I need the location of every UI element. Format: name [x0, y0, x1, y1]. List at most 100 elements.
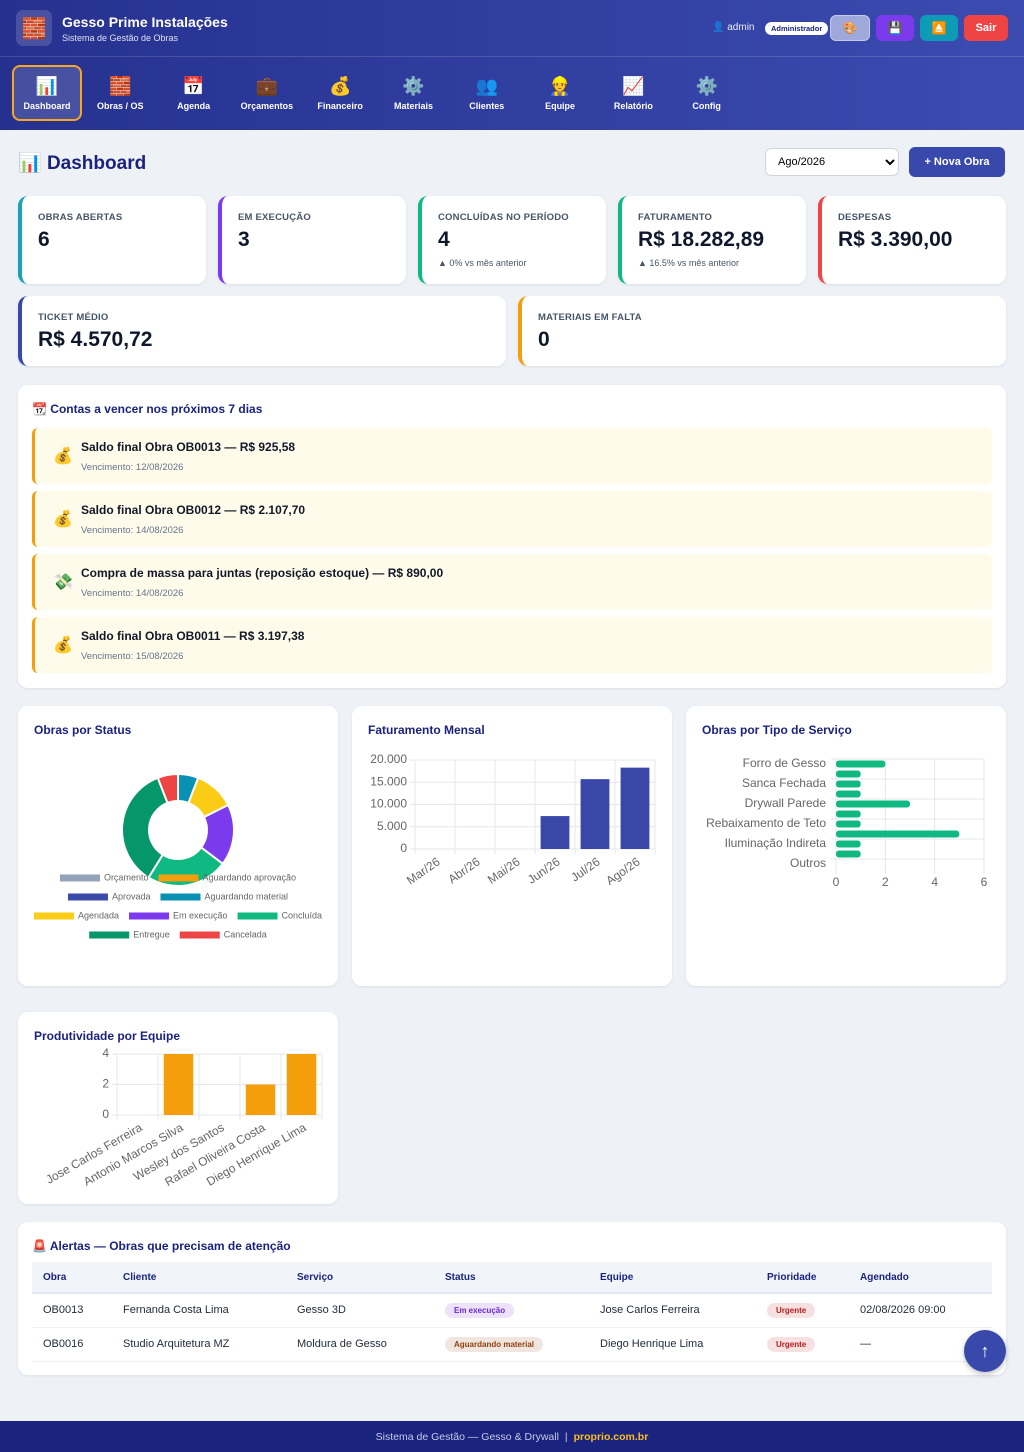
bar: [836, 840, 861, 848]
bills-card: 📆 Contas a vencer nos próximos 7 dias 💰 S…: [18, 385, 1006, 688]
legend-item: Entregue: [89, 929, 170, 939]
y-tick-label: 2: [102, 1077, 109, 1091]
legend-label: Em execução: [173, 910, 228, 920]
app-title: Gesso Prime Instalações: [62, 14, 228, 30]
table-head: Obra Cliente Serviço Status Equipe Prioridade…: [32, 1262, 992, 1294]
bill-item: 💰 Saldo final Obra OB0012 — R$ 2.107,70 Ve…: [32, 491, 992, 547]
theme-button[interactable]: 🎨: [830, 15, 870, 41]
nav-icon: 📈: [622, 76, 645, 96]
legend-item: Aguardando material: [160, 891, 288, 901]
kpi-label: EM EXECUÇÃO: [238, 212, 311, 223]
chart-title: Faturamento Mensal: [368, 723, 485, 737]
bill-text: Saldo final Obra OB0011 — R$ 3.197,38: [81, 629, 305, 643]
bar: [286, 1054, 317, 1115]
bill-icon: 💰: [53, 511, 73, 528]
save-button[interactable]: 💾: [876, 15, 914, 41]
bill-due: Vencimento: 14/08/2026: [81, 525, 184, 536]
nav-item[interactable]: 📈 Relatório: [598, 65, 668, 121]
footer-text: Sistema de Gestão — Gesso & Drywall: [375, 1430, 559, 1443]
bar: [836, 780, 861, 788]
chart: Obras por Tipo de Serviço 0 2 4 6 Forro de Ge…: [702, 723, 988, 889]
bar: [163, 1054, 194, 1115]
x-tick-label: Abr/26: [446, 854, 483, 886]
y-tick-label: 20.000: [370, 752, 407, 766]
chart-card: Faturamento Mensal 0 5.000 10.000 15.000 20.0…: [352, 706, 672, 986]
table-cell: Em execução: [434, 1293, 589, 1328]
nav-item[interactable]: 👥 Clientes: [452, 65, 522, 121]
page-icon: 📊: [18, 153, 42, 174]
nav-icon: ⚙️: [695, 76, 718, 96]
bill-text: Compra de massa para juntas (reposição e…: [81, 566, 444, 580]
kpi-label: MATERIAIS EM FALTA: [538, 312, 642, 323]
nav-icon: 💼: [255, 76, 279, 96]
donut-segment: [156, 772, 179, 805]
scroll-top-button[interactable]: ↑: [964, 1330, 1006, 1372]
nav-item[interactable]: ⚙️ Materiais: [378, 65, 448, 121]
bar: [836, 850, 861, 858]
priority-pill: Urgente: [767, 1336, 816, 1352]
nav-icon: 📊: [35, 76, 59, 96]
table-row: OB0016 Studio Arquitetura MZ Moldura de Ge…: [32, 1327, 992, 1362]
chart: Obras por Status Orçamento Aguardando apro…: [33, 723, 322, 939]
nav-item[interactable]: 💰 Financeiro: [305, 65, 375, 121]
footer: Sistema de Gestão — Gesso & Drywall | pr…: [0, 1421, 1024, 1452]
legend-item: Agendada: [33, 910, 119, 920]
bar: [836, 760, 886, 768]
page-title: 📊 Dashboard: [18, 151, 146, 175]
column-header: Equipe: [589, 1262, 756, 1294]
y-tick-label: Rebaixamento de Teto: [706, 816, 826, 830]
nav-icon: 🧱: [109, 76, 132, 96]
alerts-card: 🚨 Alertas — Obras que precisam de atençã…: [18, 1222, 1006, 1375]
role-badge: Administrador: [765, 22, 829, 35]
legend-swatch: [128, 912, 169, 920]
kpi-label: OBRAS ABERTAS: [38, 212, 123, 223]
y-tick-label: Forro de Gesso: [743, 756, 827, 770]
kpi-value: 4: [438, 228, 450, 251]
logout-button[interactable]: Sair: [964, 15, 1008, 41]
legend-label: Aguardando aprovação: [202, 872, 296, 882]
new-button[interactable]: + Nova Obra: [909, 147, 1005, 177]
nav-item[interactable]: 🧱 Obras / OS: [85, 65, 155, 121]
legend-label: Cancelada: [224, 929, 267, 939]
y-tick-label: 0: [400, 841, 407, 855]
period-select[interactable]: Ago/2026: [765, 148, 899, 176]
nav-item[interactable]: ⚙️ Config: [672, 65, 742, 121]
alerts-icon: 🚨: [32, 1239, 47, 1253]
footer-link[interactable]: proprio.com.br: [573, 1430, 649, 1443]
nav-item[interactable]: 💼 Orçamentos: [232, 65, 302, 121]
x-tick-label: Ago/26: [603, 854, 642, 887]
bills-title-text: Contas a vencer nos próximos 7 dias: [50, 402, 263, 416]
x-tick-label: 2: [882, 875, 889, 889]
bar: [540, 816, 570, 849]
legend-label: Aguardando material: [204, 891, 288, 901]
nav-item[interactable]: 👷 Equipe: [525, 65, 595, 121]
x-tick-label: Mar/26: [404, 854, 443, 887]
table-cell: Gesso 3D: [286, 1293, 434, 1328]
bar: [245, 1084, 276, 1115]
bill-text: Saldo final Obra OB0013 — R$ 925,58: [81, 440, 296, 454]
nav-item[interactable]: 📅 Agenda: [159, 65, 229, 121]
export-button[interactable]: ⏏️: [920, 15, 958, 41]
alerts-table: Obra Cliente Serviço Status Equipe Prioridade…: [32, 1262, 992, 1362]
table-cell: 02/08/2026 09:00: [849, 1293, 992, 1328]
x-tick-label: 0: [833, 875, 840, 889]
table-cell: Moldura de Gesso: [286, 1327, 434, 1362]
legend-item: Aguardando aprovação: [158, 872, 296, 882]
kpi-value: 0: [538, 328, 550, 351]
page-title-text: Dashboard: [46, 153, 147, 174]
legend-swatch: [59, 874, 100, 882]
nav-item[interactable]: 📊 Dashboard: [12, 65, 82, 121]
legend-swatch: [89, 931, 130, 939]
legend-item: Em execução: [128, 910, 228, 920]
table-body: OB0013 Fernanda Costa Lima Gesso 3D Em exec…: [32, 1293, 992, 1362]
app-header: 🧱 Gesso Prime Instalações Sistema de Ges…: [0, 0, 1024, 130]
column-header: Status: [434, 1262, 589, 1294]
legend-swatch: [179, 931, 220, 939]
bill-item: 💸 Compra de massa para juntas (reposição …: [32, 554, 992, 610]
nav-label: Agenda: [177, 101, 211, 111]
kpi-label: FATURAMENTO: [638, 212, 713, 223]
kpi-label: TICKET MÉDIO: [38, 312, 109, 323]
nav-icon: ⚙️: [402, 76, 425, 96]
table-row: OB0013 Fernanda Costa Lima Gesso 3D Em exec…: [32, 1293, 992, 1328]
